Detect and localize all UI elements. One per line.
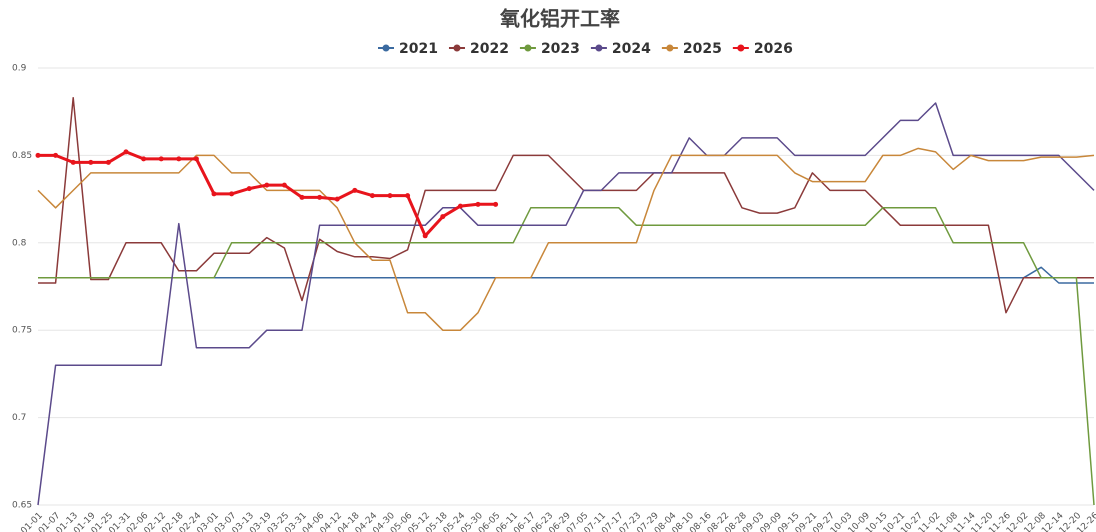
series-line: [37, 147, 1095, 331]
point: [422, 233, 428, 239]
point: [53, 152, 59, 158]
legend-marker: [382, 44, 390, 52]
chart-title: 氧化铝开工率: [499, 7, 620, 31]
legend-label: 2025: [683, 41, 722, 57]
point: [387, 193, 393, 199]
point: [211, 191, 217, 197]
series-line: [38, 266, 1094, 284]
point: [281, 182, 287, 188]
y-tick-label: 0.8: [12, 238, 27, 248]
legend-label: 2022: [470, 41, 509, 57]
point: [405, 193, 411, 199]
point: [457, 203, 463, 209]
point: [246, 186, 252, 192]
legend-label: 2023: [541, 41, 580, 57]
point: [70, 159, 76, 165]
y-tick-label: 0.9: [12, 64, 27, 74]
point: [193, 156, 199, 162]
point: [299, 194, 305, 200]
point: [440, 214, 446, 220]
series-line: [38, 96, 1094, 314]
point: [264, 182, 270, 188]
point: [369, 193, 375, 199]
point: [493, 201, 499, 207]
legend-marker: [666, 44, 674, 52]
y-tick-label: 0.7: [12, 413, 26, 423]
series-line: [38, 207, 1095, 506]
point: [35, 152, 41, 158]
legend-marker: [595, 44, 603, 52]
y-tick-label: 0.65: [12, 501, 32, 511]
point: [317, 194, 323, 200]
point: [176, 156, 182, 162]
point: [334, 196, 340, 202]
series-line: [37, 102, 1095, 506]
legend-marker: [524, 44, 532, 52]
point: [352, 187, 358, 193]
point: [475, 201, 481, 207]
point: [105, 159, 111, 165]
point: [88, 159, 94, 165]
y-tick-label: 0.75: [12, 326, 32, 336]
legend-marker: [737, 44, 745, 52]
legend: 2021 2022 2023 2024 2025 2026: [378, 41, 793, 57]
point: [123, 149, 129, 155]
point: [229, 191, 235, 197]
point: [158, 156, 164, 162]
legend-label: 2026: [754, 41, 793, 57]
legend-label: 2021: [399, 41, 438, 57]
point: [141, 156, 147, 162]
legend-marker: [453, 44, 461, 52]
legend-label: 2024: [612, 41, 651, 57]
y-tick-label: 0.85: [12, 151, 32, 161]
